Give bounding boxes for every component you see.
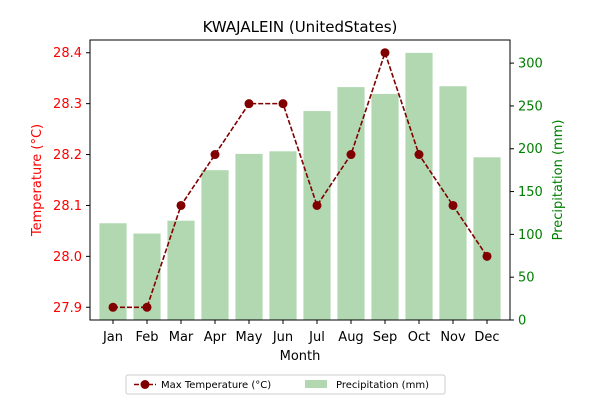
legend-bar-swatch xyxy=(305,380,327,388)
x-tick-label-jun: Jun xyxy=(272,330,293,345)
plot-frame xyxy=(89,39,511,321)
y-left-tick-label: 28.0 xyxy=(53,250,82,265)
bar-series xyxy=(99,52,501,321)
bar-oct xyxy=(405,52,433,321)
x-tick-label-aug: Aug xyxy=(338,330,363,345)
line-series xyxy=(108,48,492,312)
y-left-tick-label: 28.4 xyxy=(53,46,82,61)
y-left-tick-label: 28.1 xyxy=(53,199,82,214)
y-right-tick-label: 300 xyxy=(518,57,543,72)
y-left-tick-label: 28.2 xyxy=(53,148,82,163)
bar-sep xyxy=(371,93,399,321)
y-axis-right-label: Precipitation (mm) xyxy=(551,120,566,241)
x-tick-label-sep: Sep xyxy=(373,330,398,345)
x-tick-label-mar: Mar xyxy=(169,330,194,345)
x-axis-label: Month xyxy=(280,349,321,364)
temperature-point-oct xyxy=(414,150,424,160)
temperature-point-may xyxy=(244,99,254,109)
bar-mar xyxy=(167,220,195,320)
y-left-tick-label: 28.3 xyxy=(53,97,82,112)
bar-apr xyxy=(201,170,229,320)
x-tick-label-jul: Jul xyxy=(308,330,325,345)
bar-may xyxy=(235,153,263,320)
y-axis-left-label: Temperature (°C) xyxy=(30,124,45,237)
x-tick-label-apr: Apr xyxy=(204,330,227,345)
legend-line-marker xyxy=(140,380,150,389)
x-tick-label-dec: Dec xyxy=(474,330,499,345)
temperature-point-jan xyxy=(108,302,118,312)
temperature-point-jun xyxy=(278,99,288,109)
axes: Jan Feb Mar Apr May Jun Jul Aug Sep Oct Nov Dec 27.9… xyxy=(53,39,543,345)
legend-frame xyxy=(125,374,446,395)
y-right-tick-label: 250 xyxy=(518,99,543,114)
legend-label-temperature: Max Temperature (°C) xyxy=(161,380,271,391)
temperature-point-nov xyxy=(448,200,458,210)
legend: Max Temperature (°C) Precipitation (mm) xyxy=(125,374,446,395)
temperature-point-mar xyxy=(176,200,186,210)
bar-jun xyxy=(269,151,297,320)
temperature-point-dec xyxy=(482,251,492,261)
x-tick-label-oct: Oct xyxy=(408,330,430,345)
bar-dec xyxy=(473,157,501,320)
legend-label-precipitation: Precipitation (mm) xyxy=(336,380,429,391)
x-tick-label-feb: Feb xyxy=(135,330,158,345)
x-tick-label-nov: Nov xyxy=(440,330,466,345)
temperature-line xyxy=(113,50,488,309)
temperature-point-feb xyxy=(142,302,152,312)
bar-aug xyxy=(337,87,365,320)
temperature-point-jul xyxy=(312,200,322,210)
bar-jul xyxy=(303,111,331,320)
y-left-tick-label: 27.9 xyxy=(53,301,82,316)
y-right-tick-label: 150 xyxy=(518,185,543,200)
x-tick-label-may: May xyxy=(236,330,263,345)
temperature-point-aug xyxy=(346,150,356,160)
y-right-tick-label: 200 xyxy=(518,142,543,157)
y-right-tick-label: 50 xyxy=(518,271,535,286)
temperature-point-apr xyxy=(210,150,220,160)
y-right-tick-label: 100 xyxy=(518,228,543,243)
x-tick-label-jan: Jan xyxy=(102,330,123,345)
chart-title: KWAJALEIN (UnitedStates) xyxy=(203,18,398,36)
y-right-tick-label: 0 xyxy=(518,314,526,329)
temperature-point-sep xyxy=(380,48,390,58)
